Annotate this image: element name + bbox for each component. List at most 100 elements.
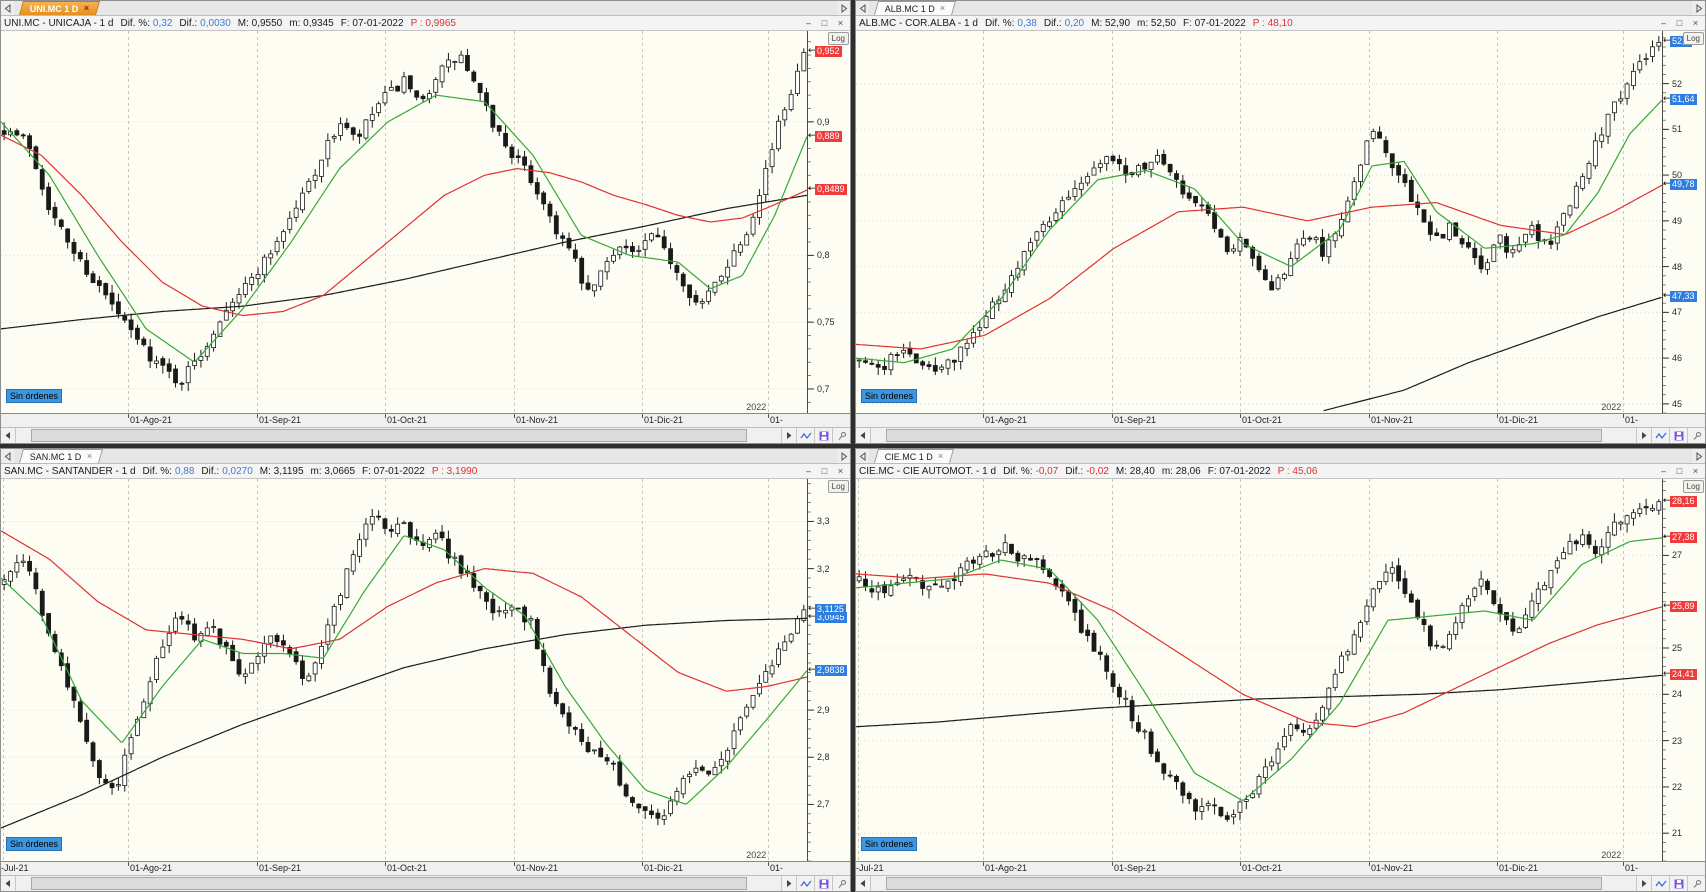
year-label: 2022: [1601, 850, 1622, 860]
scroll-track[interactable]: [871, 876, 1636, 891]
wave-chart-button[interactable]: [796, 876, 814, 891]
scroll-right-button[interactable]: [781, 428, 796, 443]
window-close-button[interactable]: ×: [837, 17, 844, 28]
date-tick: [514, 414, 515, 418]
window-minimize-button[interactable]: –: [805, 465, 811, 476]
scroll-right-icon: [787, 880, 792, 887]
date-tick: [983, 414, 984, 418]
wave-chart-button[interactable]: [796, 428, 814, 443]
left-arrow-icon: ←: [808, 612, 816, 623]
log-scale-button[interactable]: Log: [1682, 32, 1704, 45]
scroll-left-button[interactable]: [1, 876, 16, 891]
scroll-thumb[interactable]: [886, 429, 1602, 442]
tab-san[interactable]: SAN.MC 1 D ×: [18, 449, 103, 463]
pin-button[interactable]: [1687, 876, 1705, 891]
date-label: 01-Nov-21: [1371, 863, 1414, 873]
scroll-left-icon: [860, 432, 865, 439]
axis-tick-label: 23: [1672, 735, 1683, 746]
save-button[interactable]: [1669, 428, 1687, 443]
log-scale-button[interactable]: Log: [827, 32, 849, 45]
price-chart-area[interactable]: Sin órdenes 2022: [1, 31, 807, 413]
save-button[interactable]: [814, 428, 832, 443]
wave-chart-button[interactable]: [1651, 428, 1669, 443]
price-tag: 25,89: [1670, 600, 1697, 612]
price-tag: 49,78: [1670, 179, 1697, 191]
scroll-right-button[interactable]: [781, 876, 796, 891]
scroll-left-button[interactable]: [856, 428, 871, 443]
price-tag: 0,8489: [815, 184, 847, 196]
tab-scroll-right-button[interactable]: [837, 1, 850, 15]
tab-strip: UNI.MC 1 D ×: [1, 1, 850, 16]
window-minimize-button[interactable]: –: [1660, 465, 1666, 476]
tab-scroll-left-button[interactable]: [856, 449, 869, 463]
window-close-button[interactable]: ×: [1692, 465, 1699, 476]
price-tag: 28,16: [1670, 495, 1697, 507]
window-close-button[interactable]: ×: [1692, 17, 1699, 28]
candlestick-canvas: [1, 479, 807, 861]
scroll-thumb[interactable]: [31, 429, 747, 442]
price-axis[interactable]: 27 25 24 23 22 21 Log ← 28,16 ← 27,38 ← 25,89 ← 24,41: [1662, 479, 1705, 861]
window-maximize-button[interactable]: □: [1676, 465, 1683, 476]
close-icon[interactable]: ×: [937, 451, 944, 461]
price-axis[interactable]: 0,9 0,8 0,75 0,7 Log ← 0,952 ← 0,889 ← 0,8489: [807, 31, 850, 413]
scroll-track[interactable]: [16, 876, 781, 891]
axis-tick-label: 21: [1672, 828, 1683, 839]
axis-ticks: [808, 41, 814, 403]
scroll-right-icon: [1642, 432, 1647, 439]
title-segment: 0,88: [174, 465, 195, 477]
scroll-thumb[interactable]: [886, 877, 1602, 890]
wave-chart-icon: [1654, 880, 1667, 887]
pin-button[interactable]: [1687, 428, 1705, 443]
log-scale-button[interactable]: Log: [827, 480, 849, 493]
date-label: 01-Sep-21: [1114, 863, 1157, 873]
close-icon[interactable]: ×: [86, 451, 92, 461]
scroll-track[interactable]: [16, 428, 781, 443]
pin-button[interactable]: [832, 428, 850, 443]
tab-scroll-right-button[interactable]: [1692, 1, 1705, 15]
window-close-button[interactable]: ×: [837, 465, 844, 476]
window-maximize-button[interactable]: □: [1676, 17, 1683, 28]
tab-scroll-left-button[interactable]: [856, 1, 869, 15]
date-tick: [983, 862, 984, 866]
tab-scroll-left-button[interactable]: [1, 449, 14, 463]
scroll-left-button[interactable]: [1, 428, 16, 443]
price-axis[interactable]: 52 51 50 49 48 47 46 45 Log ← 52,9 ← 51,64 ← 49,78 ← 47,…: [1662, 31, 1705, 413]
tab-alb[interactable]: ALB.MC 1 D ×: [873, 1, 957, 15]
price-chart-area[interactable]: Sin órdenes 2022: [856, 479, 1662, 861]
title-segment: Dif.:: [179, 17, 198, 29]
price-chart-area[interactable]: Sin órdenes 2022: [856, 31, 1662, 413]
scroll-right-button[interactable]: [1636, 428, 1651, 443]
tab-cie[interactable]: CIE.MC 1 D ×: [873, 449, 955, 463]
date-tick: [1497, 414, 1498, 418]
wave-chart-button[interactable]: [1651, 876, 1669, 891]
scroll-track[interactable]: [871, 428, 1636, 443]
tab-scroll-left-button[interactable]: [1, 1, 14, 15]
close-icon[interactable]: ×: [939, 3, 946, 13]
price-tag: 0,952: [815, 46, 842, 58]
close-icon[interactable]: ×: [83, 3, 89, 13]
tab-scroll-right-button[interactable]: [1692, 449, 1705, 463]
save-button[interactable]: [1669, 876, 1687, 891]
chart-main: Sin órdenes 2022 3,3 3,2 2,9 2,8 2,7 Log ← 3,0945…: [1, 479, 850, 861]
price-tag: 2,9838: [815, 664, 847, 676]
symbol-title-bar: SAN.MC - SANTANDER - 1 d Dif. %: 0,88 Dif.:…: [1, 464, 850, 479]
scroll-left-button[interactable]: [856, 876, 871, 891]
chevron-right-icon: [841, 3, 847, 13]
tab-uni[interactable]: UNI.MC 1 D ×: [18, 1, 100, 15]
window-minimize-button[interactable]: –: [1660, 17, 1666, 28]
log-scale-button[interactable]: Log: [1682, 480, 1704, 493]
save-button[interactable]: [814, 876, 832, 891]
scroll-right-button[interactable]: [1636, 876, 1651, 891]
title-segment: F: 07-01-2022: [1182, 17, 1246, 29]
window-maximize-button[interactable]: □: [821, 465, 828, 476]
price-axis[interactable]: 3,3 3,2 2,9 2,8 2,7 Log ← 3,0945 ← 3,1125 ← 2,9838: [807, 479, 850, 861]
tab-scroll-right-button[interactable]: [837, 449, 850, 463]
pin-button[interactable]: [832, 876, 850, 891]
chart-window-uni: UNI.MC 1 D × UNI.MC - UNICAJA - 1 d Dif. %:…: [0, 0, 851, 444]
scroll-thumb[interactable]: [31, 877, 747, 890]
price-chart-area[interactable]: Sin órdenes 2022: [1, 479, 807, 861]
date-label: 01-Sep-21: [1114, 415, 1157, 425]
title-segment: ALB.MC - COR.ALBA - 1 d: [859, 17, 978, 29]
window-minimize-button[interactable]: –: [805, 17, 811, 28]
window-maximize-button[interactable]: □: [821, 17, 828, 28]
